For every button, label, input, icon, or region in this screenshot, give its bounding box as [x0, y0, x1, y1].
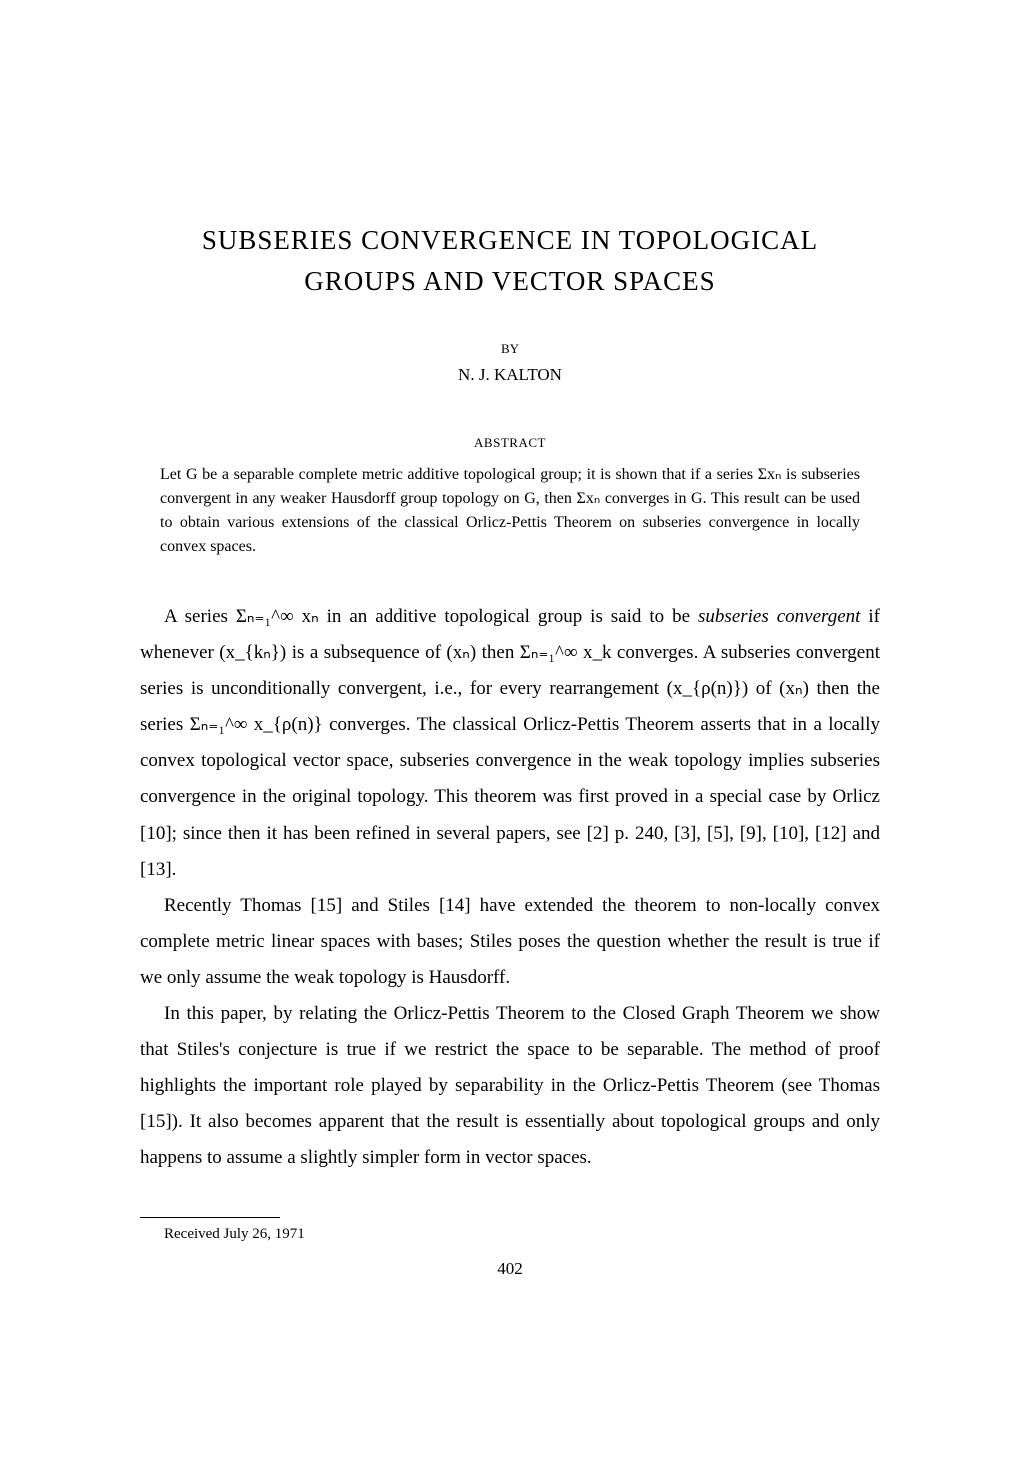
paragraph-3: In this paper, by relating the Orlicz-Pe…: [140, 996, 880, 1176]
para1-text-a: A series Σₙ₌₁^∞ xₙ in an additive topolo…: [164, 606, 698, 627]
footnote-received: Received July 26, 1971: [140, 1226, 880, 1243]
title-line-1: SUBSERIES CONVERGENCE IN TOPOLOGICAL: [202, 225, 818, 255]
para1-text-c: if whenever (x_{kₙ}) is a subsequence of…: [140, 606, 880, 880]
page-number: 402: [140, 1259, 880, 1279]
para1-term: subseries convergent: [698, 606, 860, 627]
by-label: BY: [140, 341, 880, 357]
title-line-2: GROUPS AND VECTOR SPACES: [304, 266, 715, 296]
author-name: N. J. KALTON: [140, 365, 880, 385]
footnote-rule: [140, 1217, 280, 1218]
paper-title: SUBSERIES CONVERGENCE IN TOPOLOGICAL GRO…: [140, 220, 880, 301]
abstract-body: Let G be a separable complete metric add…: [140, 463, 880, 559]
paper-page: SUBSERIES CONVERGENCE IN TOPOLOGICAL GRO…: [0, 0, 1020, 1339]
paragraph-2: Recently Thomas [15] and Stiles [14] hav…: [140, 888, 880, 996]
paragraph-1: A series Σₙ₌₁^∞ xₙ in an additive topolo…: [140, 599, 880, 888]
abstract-heading: ABSTRACT: [140, 435, 880, 451]
